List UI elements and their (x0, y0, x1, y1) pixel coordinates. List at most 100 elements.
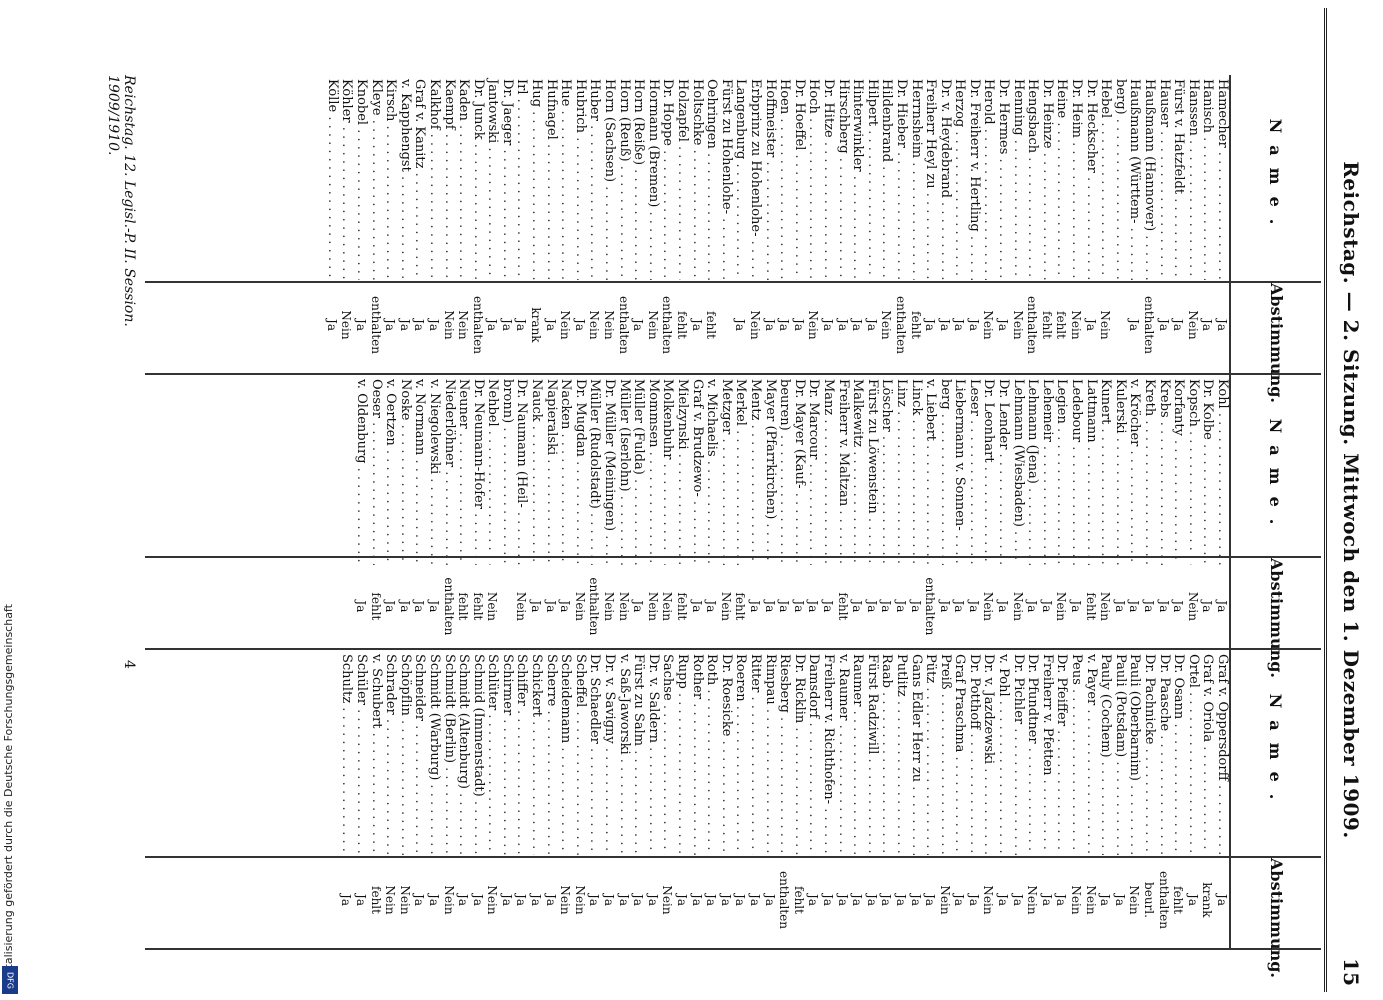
roster-row: Herrnsheim fehlt (908, 75, 923, 373)
roster-row: Scheidemann Nein (558, 650, 572, 948)
roster-row: Freiherr v. Maltzan fehlt (835, 375, 850, 648)
vote-value: enthalten (587, 577, 602, 636)
vote-value: Ja (966, 894, 981, 906)
roster-row: Dr. Kolbe Ja (1200, 375, 1214, 648)
vote-value: Ja (689, 319, 704, 331)
roster-row: Hue Nein (558, 75, 572, 373)
roster-row: Haußmann (Württem- Ja (1127, 75, 1141, 373)
roster-row: Raumer Ja (850, 650, 864, 948)
roster-row: Leser Ja (966, 375, 981, 648)
vote-value: Ja (1039, 600, 1054, 613)
roster-row: Müller (Rudolstadt) enthalten (587, 375, 602, 648)
vote-value: enthalten (368, 295, 383, 355)
vote-value: Ja (645, 894, 660, 906)
member-name: Linck (908, 375, 923, 565)
roster-row: Müller (Fulda) Ja (631, 375, 646, 648)
roster-row: Korfanty Ja (1171, 375, 1186, 648)
roster-row: Rimpau Ja (762, 650, 777, 948)
roster-row: Lehmann (Wiesbaden) Nein (1010, 375, 1025, 648)
roster-row: Peus Nein (1068, 650, 1083, 948)
member-name: Herzog (952, 75, 966, 280)
page-number: 15 (1339, 958, 1363, 986)
member-name: Oehringen (704, 75, 718, 280)
vote-value: Ja (733, 319, 748, 331)
vote-value: Ja (412, 600, 427, 613)
roster-row: Dr. Junck enthalten (470, 75, 485, 373)
vote-value (1112, 280, 1127, 370)
member-name: Raumer (850, 650, 864, 855)
roster-row: Malkewitz Ja (850, 375, 864, 648)
member-name: v. Kapphengst (397, 75, 412, 280)
vote-value: enthalten (441, 577, 456, 636)
member-name: Sachse (660, 650, 674, 855)
member-name: berg (937, 375, 952, 565)
vote-value: Ja (514, 894, 529, 906)
member-name: Schlüter (485, 650, 499, 855)
member-name: Rother (689, 650, 704, 855)
member-name: Hoen (777, 75, 791, 280)
dfg-logo: DFG (2, 966, 18, 994)
roster-row: Oeser fehlt (368, 375, 383, 648)
member-name: Dr. Schaedler (587, 650, 601, 855)
vote-value: Nein (1098, 310, 1113, 340)
vote-value: Ja (1215, 319, 1229, 331)
vote-value: Ja (514, 319, 529, 331)
roster-row: Lehemeir Ja (1039, 375, 1054, 648)
column-header: Name. Abstimmung. (1229, 75, 1321, 403)
roster-row: v. Payer Nein (1083, 650, 1098, 948)
member-name: Dr. v. Jazdzewski (981, 650, 996, 855)
vote-value: Nein (937, 885, 952, 915)
vote-value: Ja (1112, 894, 1127, 906)
roster-row: Dr. Heckscher Ja (1083, 75, 1098, 373)
member-name: Kohl (1214, 375, 1229, 565)
roster-row: Dr. Freiherr v. Hertling Ja (966, 75, 981, 373)
vote-value: Ja (426, 894, 441, 906)
vote-value: Ja (791, 319, 806, 331)
roster-row: Langenburg Ja (733, 75, 748, 373)
vote-value: Ja (1010, 894, 1025, 906)
vote-value: Ja (353, 319, 368, 331)
column-header: Name. Abstimmung. (1229, 375, 1321, 678)
member-name: Freiherr Heyl zu (923, 75, 937, 280)
member-name: Hubrich (572, 75, 587, 280)
vote-value: Ja (631, 600, 646, 613)
member-name: Dr. Neumann-Hofer (470, 375, 485, 565)
column-divider (145, 556, 1229, 558)
member-name: v. Niegolewski (426, 375, 441, 565)
roster-row: Raab Ja (879, 650, 893, 948)
vote-value: Ja (485, 319, 500, 331)
member-name: Hebel (1098, 75, 1112, 280)
vote-value: Ja (762, 600, 777, 613)
vote-value: Ja (383, 600, 398, 613)
vote-value: Nein (806, 310, 821, 340)
member-name: v. Saß-Jaworski (616, 650, 631, 855)
roster-row: Schultz Ja (339, 650, 353, 948)
vote-value: Nein (1010, 591, 1025, 621)
member-name: Graf Praschma (952, 650, 966, 855)
roster-row: v. Saß-Jaworski Ja (616, 650, 631, 948)
vote-value: Nein (1185, 591, 1200, 621)
member-name: Dr. Mugdan (572, 375, 587, 565)
member-name: Schultz (339, 650, 353, 855)
roster-row: Schiffer Ja (514, 650, 529, 948)
vote-value: Ja (397, 600, 412, 613)
vote-value: Ja (1171, 600, 1186, 613)
vote-value: Ja (791, 600, 806, 613)
vote-value: Nein (383, 885, 398, 915)
vote-value: Nein (718, 591, 733, 621)
vote-value: enthalten (1142, 295, 1157, 355)
vote-value: Ja (543, 600, 558, 613)
roster-row: Huber Nein (587, 75, 601, 373)
member-name: Dr. v. Savigny (601, 650, 616, 855)
member-name: Malkewitz (850, 375, 864, 565)
member-name: Scheidemann (558, 650, 572, 855)
member-name: Lattmann (1083, 375, 1098, 565)
vote-value: Ja (499, 319, 514, 331)
vote-value: Ja (1156, 600, 1171, 613)
vote-value: Ja (1083, 319, 1098, 331)
roster-row: Mommsen Nein (645, 375, 660, 648)
roster-row: Dr. Hoppe enthalten (660, 75, 674, 373)
vote-value: Nein (514, 591, 529, 621)
vote-value: Ja (1039, 894, 1054, 906)
member-name: Nehbel (485, 375, 499, 565)
